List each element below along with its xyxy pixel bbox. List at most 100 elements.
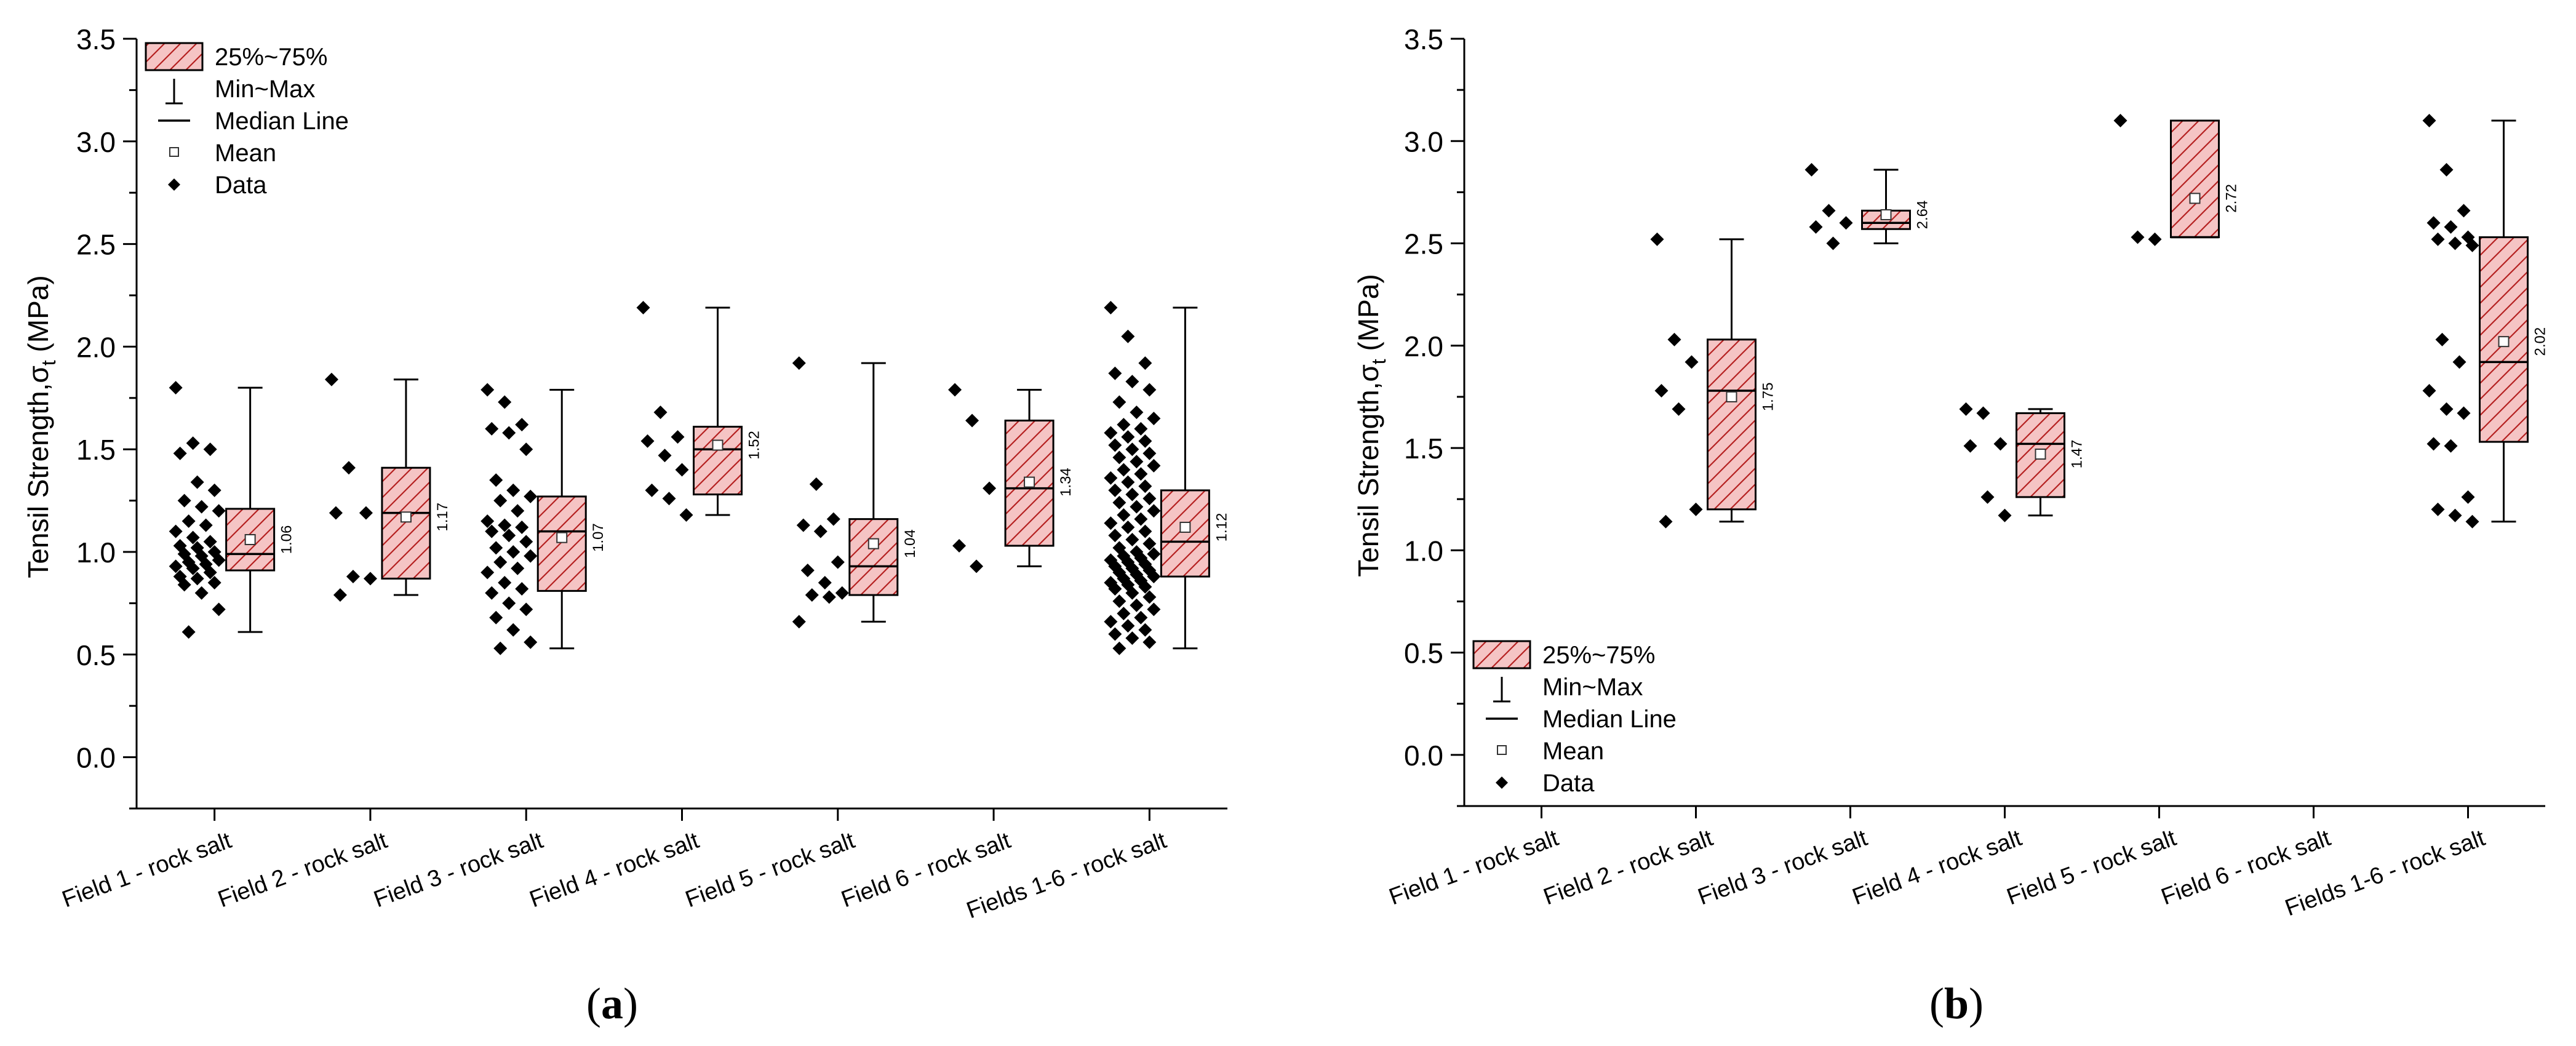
x-tick-label: Field 3 - rock salt <box>1694 825 1871 911</box>
data-point <box>658 449 672 463</box>
data-point <box>1650 232 1664 246</box>
data-point <box>493 641 508 655</box>
legend-label: Mean <box>1542 738 1604 765</box>
data-point <box>948 383 962 397</box>
data-point <box>519 535 533 549</box>
data-point <box>186 561 200 575</box>
data-point <box>485 524 499 538</box>
data-point <box>489 473 503 487</box>
panel-label: (a) <box>586 979 638 1028</box>
x-tick-label: Field 5 - rock salt <box>682 828 859 913</box>
data-point <box>2465 514 2479 529</box>
y-tick-label: 2.5 <box>1404 228 1443 260</box>
data-points <box>2422 114 2479 529</box>
panel-a: 0.0 0.5 1.0 1.5 2.0 2.5 3.0 3.5 Tensil Strength,… <box>22 23 1230 1028</box>
mean-marker <box>1179 521 1191 533</box>
data-point <box>1121 619 1135 633</box>
mean-label: 2.72 <box>2223 184 2240 213</box>
data-point <box>2422 114 2436 128</box>
data-point <box>1112 450 1127 465</box>
data-point <box>2426 216 2441 230</box>
iqr-box <box>1160 489 1210 578</box>
data-point <box>1654 383 1669 397</box>
data-point <box>1138 434 1152 448</box>
data-point <box>809 477 823 491</box>
data-points <box>481 383 538 655</box>
data-point <box>1138 524 1152 538</box>
data-point <box>173 446 187 460</box>
x-tick-label: Field 4 - rock salt <box>526 828 703 913</box>
legend-data-swatch <box>1496 777 1508 789</box>
mean-marker <box>2498 336 2510 348</box>
data-point <box>1121 430 1135 444</box>
data-point <box>1117 463 1131 477</box>
data-points <box>2113 114 2162 246</box>
x-tick-label: Field 1 - rock salt <box>58 828 235 913</box>
data-point <box>181 514 196 528</box>
data-point <box>1804 162 1819 177</box>
iqr-box <box>381 466 431 580</box>
data-point <box>506 483 520 497</box>
data-point <box>1112 594 1127 609</box>
data-point <box>1142 537 1157 551</box>
data-point <box>818 576 832 590</box>
legend-label: Min~Max <box>1542 674 1643 701</box>
data-point <box>1125 532 1139 546</box>
data-point <box>1104 615 1118 629</box>
data-point <box>1134 421 1148 436</box>
data-point <box>2457 204 2471 218</box>
data-points <box>169 381 226 639</box>
panel-label-open: ( <box>1929 979 1944 1028</box>
data-point <box>1117 607 1131 621</box>
y-tick-label: 0.0 <box>76 742 116 774</box>
data-point <box>493 555 508 569</box>
data-point <box>1125 631 1139 645</box>
data-point <box>1147 547 1161 561</box>
data-point <box>1822 204 1836 218</box>
y-tick-label: 0.5 <box>76 639 116 671</box>
data-point <box>792 615 806 629</box>
legend-label: Median Line <box>1542 706 1677 733</box>
data-point <box>1112 395 1127 409</box>
mean-marker <box>244 533 256 545</box>
mean-label: 1.12 <box>1213 513 1230 542</box>
mean-marker <box>712 439 724 451</box>
data-point <box>498 576 512 590</box>
data-point <box>1134 467 1148 481</box>
data-point <box>2439 162 2454 177</box>
data-point <box>1142 383 1157 397</box>
legend: 25%~75% Min~Max Median Line Mean Data <box>1472 640 1677 797</box>
data-point <box>485 586 499 600</box>
data-point <box>1142 635 1157 649</box>
mean-label: 1.17 <box>434 503 451 532</box>
x-tick-label: Field 4 - rock salt <box>1849 825 2025 911</box>
data-point <box>1104 426 1118 440</box>
legend-mean-swatch <box>169 147 179 157</box>
data-point <box>346 570 360 584</box>
data-point <box>1117 418 1131 432</box>
data-point <box>2431 232 2445 246</box>
mean-marker <box>1024 476 1035 488</box>
data-point <box>324 372 338 386</box>
data-point <box>1108 366 1122 380</box>
data-point <box>502 426 516 440</box>
x-tick-label: Field 2 - rock salt <box>1540 825 1717 911</box>
data-point <box>363 572 377 586</box>
data-point <box>502 529 516 543</box>
mean-marker <box>556 532 568 543</box>
data-point <box>212 504 226 518</box>
data-point <box>1134 610 1148 625</box>
data-point <box>1826 236 1840 250</box>
data-point <box>2131 230 2145 244</box>
iqr-box <box>693 426 743 496</box>
data-point <box>186 436 200 450</box>
data-point <box>636 301 650 315</box>
data-point <box>1667 332 1681 346</box>
panel-label: (b) <box>1929 979 1984 1028</box>
y-tick-label: 2.0 <box>76 331 116 363</box>
data-point <box>1130 455 1144 469</box>
data-point <box>203 442 217 457</box>
data-point <box>181 625 196 639</box>
data-point <box>212 553 226 567</box>
mean-label: 1.34 <box>1058 468 1074 497</box>
